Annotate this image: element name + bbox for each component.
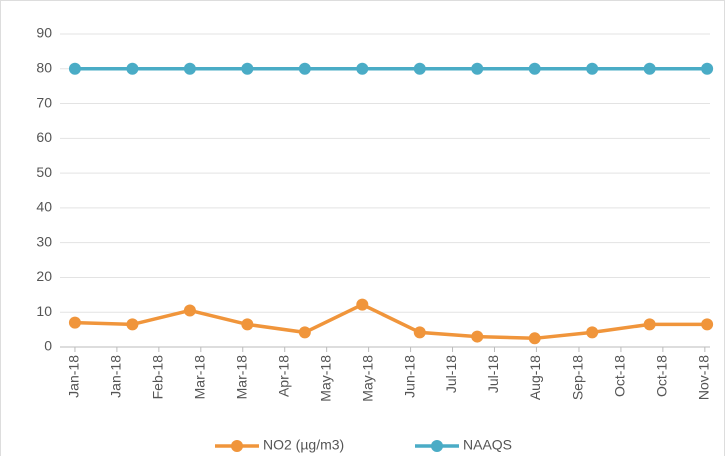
- legend-item: NAAQS: [415, 437, 512, 453]
- data-point: [356, 298, 369, 311]
- data-point: [183, 304, 196, 317]
- data-point: [413, 326, 426, 339]
- data-point: [126, 62, 139, 75]
- x-tick-label: Jan-18: [108, 355, 124, 398]
- data-point: [298, 326, 311, 339]
- data-point: [356, 62, 369, 75]
- data-point: [528, 332, 541, 345]
- data-point: [241, 318, 254, 331]
- x-tick-label: Mar-18: [233, 355, 249, 400]
- y-tick-label: 70: [36, 94, 52, 110]
- data-point: [298, 62, 311, 75]
- x-tick-label: Feb-18: [150, 355, 166, 400]
- y-tick-label: 60: [36, 129, 52, 145]
- y-tick-label: 30: [36, 233, 52, 249]
- legend-marker: [231, 440, 243, 452]
- x-tick-label: Nov-18: [696, 355, 712, 400]
- y-tick-label: 90: [36, 25, 52, 41]
- y-tick-label: 0: [44, 338, 52, 354]
- data-point: [471, 330, 484, 343]
- y-tick-label: 10: [36, 303, 52, 319]
- y-tick-label: 20: [36, 268, 52, 284]
- data-point: [701, 62, 714, 75]
- data-point: [183, 62, 196, 75]
- y-tick-label: 40: [36, 199, 52, 215]
- y-tick-label: 80: [36, 59, 52, 75]
- series-line: [74, 302, 708, 341]
- x-tick-label: Jul-18: [443, 355, 459, 393]
- legend-item: NO2 (µg/m3): [215, 437, 344, 453]
- data-point: [643, 62, 656, 75]
- data-point: [471, 62, 484, 75]
- data-point: [413, 62, 426, 75]
- x-tick-label: Jan-18: [66, 355, 82, 398]
- x-tick-label: Oct-18: [654, 355, 670, 397]
- data-point: [68, 316, 81, 329]
- x-tick-label: Jul-18: [485, 355, 501, 393]
- legend-marker: [431, 440, 443, 452]
- data-point: [241, 62, 254, 75]
- x-tick-label: Sep-18: [570, 355, 586, 400]
- data-point: [586, 62, 599, 75]
- x-tick-label: Jun-18: [401, 355, 417, 398]
- legend-label: NO2 (µg/m3): [263, 437, 344, 453]
- data-point: [586, 326, 599, 339]
- x-tick-label: Oct-18: [612, 355, 628, 397]
- x-tick-label: Apr-18: [275, 355, 291, 397]
- data-point: [643, 318, 656, 331]
- y-tick-label: 50: [36, 164, 52, 180]
- x-tick-label: Aug-18: [527, 355, 543, 400]
- data-point: [68, 62, 81, 75]
- data-point: [126, 318, 139, 331]
- x-tick-label: Mar-18: [192, 355, 208, 400]
- x-tick-label: May-18: [317, 355, 333, 402]
- data-point: [701, 318, 714, 331]
- legend-label: NAAQS: [463, 437, 512, 453]
- x-tick-label: May-18: [359, 355, 375, 402]
- data-point: [528, 62, 541, 75]
